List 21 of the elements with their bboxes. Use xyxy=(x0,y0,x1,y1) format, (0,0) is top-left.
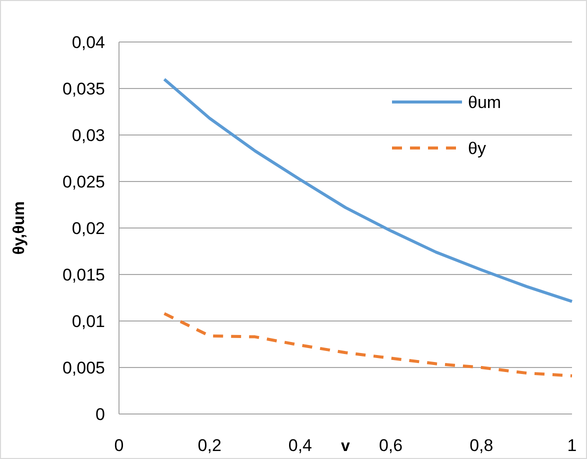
y-tick-label: 0,01 xyxy=(72,312,105,331)
y-tick-label: 0,005 xyxy=(62,358,105,378)
y-tick-label: 0,03 xyxy=(72,126,105,145)
y-axis-title: θy,θum xyxy=(11,201,28,255)
line-series xyxy=(162,312,574,378)
legend-label: θy xyxy=(468,138,486,158)
x-tick-label: 1 xyxy=(567,436,577,455)
x-tick-label: 0,6 xyxy=(378,436,403,455)
y-tick-label: 0,025 xyxy=(62,172,105,192)
y-tick-label: 0,035 xyxy=(62,79,105,98)
x-tick-label: 0,8 xyxy=(470,436,494,455)
x-tick-label: 0 xyxy=(114,436,124,455)
x-axis-title: v xyxy=(341,438,350,455)
y-tick-label: 0,015 xyxy=(62,265,105,284)
y-tick-label: 0 xyxy=(96,404,105,424)
x-tick-label: 0,4 xyxy=(288,436,312,455)
legend-label: θum xyxy=(468,92,502,112)
y-tick-label: 0,02 xyxy=(72,218,105,238)
line-series xyxy=(162,78,574,303)
x-tick-label: 0,2 xyxy=(198,436,222,455)
y-tick-label: 0,04 xyxy=(72,32,105,52)
